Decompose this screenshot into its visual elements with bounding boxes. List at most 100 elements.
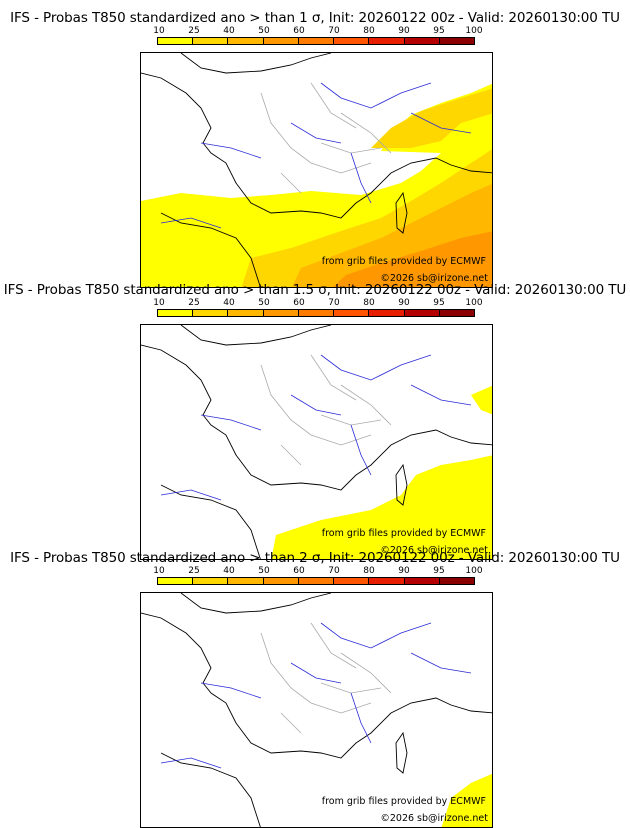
scale-label: 100 (465, 298, 483, 308)
scale-swatch (263, 310, 299, 316)
scale-swatch (263, 38, 299, 44)
scale-label: 50 (258, 26, 270, 36)
scale-label: 70 (328, 566, 340, 576)
scale-swatch (193, 578, 229, 584)
credit-source: from grib files provided by ECMWF (321, 528, 486, 539)
scale-label: 80 (363, 26, 375, 36)
scale-swatch (439, 578, 474, 584)
scale-swatch (228, 38, 264, 44)
prob-area-north-yellow (371, 88, 492, 148)
scale-label: 40 (223, 298, 235, 308)
credit-source: from grib files provided by ECMWF (321, 256, 486, 267)
scale-swatch (439, 38, 474, 44)
color-scale-bar (157, 309, 475, 317)
credit-site: ©2026 sb@irizone.net (380, 545, 488, 556)
map-graphic (141, 593, 492, 827)
scale-swatch (439, 310, 474, 316)
coastline-north (180, 325, 332, 346)
color-scale-labels: 10 25 40 50 60 70 80 90 95 100 (150, 298, 490, 309)
scale-label: 100 (465, 26, 483, 36)
scale-label: 70 (328, 298, 340, 308)
credit-site: ©2026 sb@irizone.net (380, 813, 488, 824)
scale-label: 50 (258, 298, 270, 308)
credit-source: from grib files provided by ECMWF (321, 796, 486, 807)
color-scale-labels: 10 25 40 50 60 70 80 90 95 100 (150, 566, 490, 577)
map-panel-3: IFS - Probas T850 standardized ano > tha… (0, 550, 630, 828)
country-borders (260, 82, 392, 194)
scale-swatch (228, 310, 264, 316)
scale-label: 90 (398, 298, 410, 308)
scale-swatch (334, 578, 370, 584)
prob-area-yellow-ne (471, 385, 492, 415)
rivers (160, 622, 472, 769)
coastline-corsica (395, 463, 408, 506)
prob-area-yellow (271, 455, 492, 559)
scale-swatch (404, 578, 440, 584)
prob-area-dark-orange (333, 231, 492, 287)
probability-map: from grib files provided by ECMWF ©2026 … (140, 52, 493, 288)
scale-label: 90 (398, 566, 410, 576)
probability-map: from grib files provided by ECMWF ©2026 … (140, 592, 493, 828)
scale-swatch (369, 578, 405, 584)
scale-label: 70 (328, 26, 340, 36)
scale-label: 80 (363, 566, 375, 576)
scale-label: 40 (223, 26, 235, 36)
coastline-north (180, 593, 332, 614)
country-borders (260, 354, 392, 466)
coastline (141, 72, 492, 219)
scale-swatch (404, 38, 440, 44)
scale-swatch (158, 578, 194, 584)
scale-label: 95 (433, 26, 445, 36)
country-borders (260, 622, 392, 734)
scale-label: 60 (293, 26, 305, 36)
scale-swatch (193, 38, 229, 44)
scale-label: 95 (433, 298, 445, 308)
scale-label: 100 (465, 566, 483, 576)
rivers (160, 354, 472, 501)
map-panel-2: IFS - Probas T850 standardized ano > tha… (0, 282, 630, 560)
scale-label: 10 (153, 298, 165, 308)
scale-label: 90 (398, 26, 410, 36)
scale-swatch (263, 578, 299, 584)
prob-area-yellow (441, 773, 492, 827)
map-panel-1: IFS - Probas T850 standardized ano > tha… (0, 10, 630, 288)
coastline-iberia (160, 484, 261, 559)
color-scale-bar (157, 577, 475, 585)
scale-label: 95 (433, 566, 445, 576)
scale-label: 25 (188, 298, 200, 308)
coastline-north (180, 53, 332, 74)
scale-label: 10 (153, 566, 165, 576)
scale-label: 10 (153, 26, 165, 36)
scale-swatch (298, 38, 335, 44)
map-graphic (141, 325, 492, 559)
color-scale-bar (157, 37, 475, 45)
scale-swatch (298, 578, 335, 584)
scale-swatch (298, 310, 335, 316)
scale-swatch (334, 38, 370, 44)
scale-label: 60 (293, 566, 305, 576)
scale-label: 50 (258, 566, 270, 576)
coastline (141, 612, 492, 759)
scale-swatch (404, 310, 440, 316)
map-graphic (141, 53, 492, 287)
scale-label: 80 (363, 298, 375, 308)
scale-swatch (369, 38, 405, 44)
scale-label: 25 (188, 566, 200, 576)
scale-swatch (158, 310, 194, 316)
panel-title: IFS - Probas T850 standardized ano > tha… (3, 282, 627, 298)
coastline-iberia (160, 752, 261, 827)
probability-map: from grib files provided by ECMWF ©2026 … (140, 324, 493, 560)
coastline-corsica (395, 731, 408, 774)
scale-swatch (369, 310, 405, 316)
scale-swatch (193, 310, 229, 316)
credit-site: ©2026 sb@irizone.net (380, 273, 488, 284)
scale-swatch (158, 38, 194, 44)
scale-swatch (334, 310, 370, 316)
panel-title: IFS - Probas T850 standardized ano > tha… (10, 10, 620, 26)
scale-label: 60 (293, 298, 305, 308)
scale-swatch (228, 578, 264, 584)
panel-title: IFS - Probas T850 standardized ano > tha… (10, 550, 620, 566)
color-scale-labels: 10 25 40 50 60 70 80 90 95 100 (150, 26, 490, 37)
scale-label: 40 (223, 566, 235, 576)
scale-label: 25 (188, 26, 200, 36)
